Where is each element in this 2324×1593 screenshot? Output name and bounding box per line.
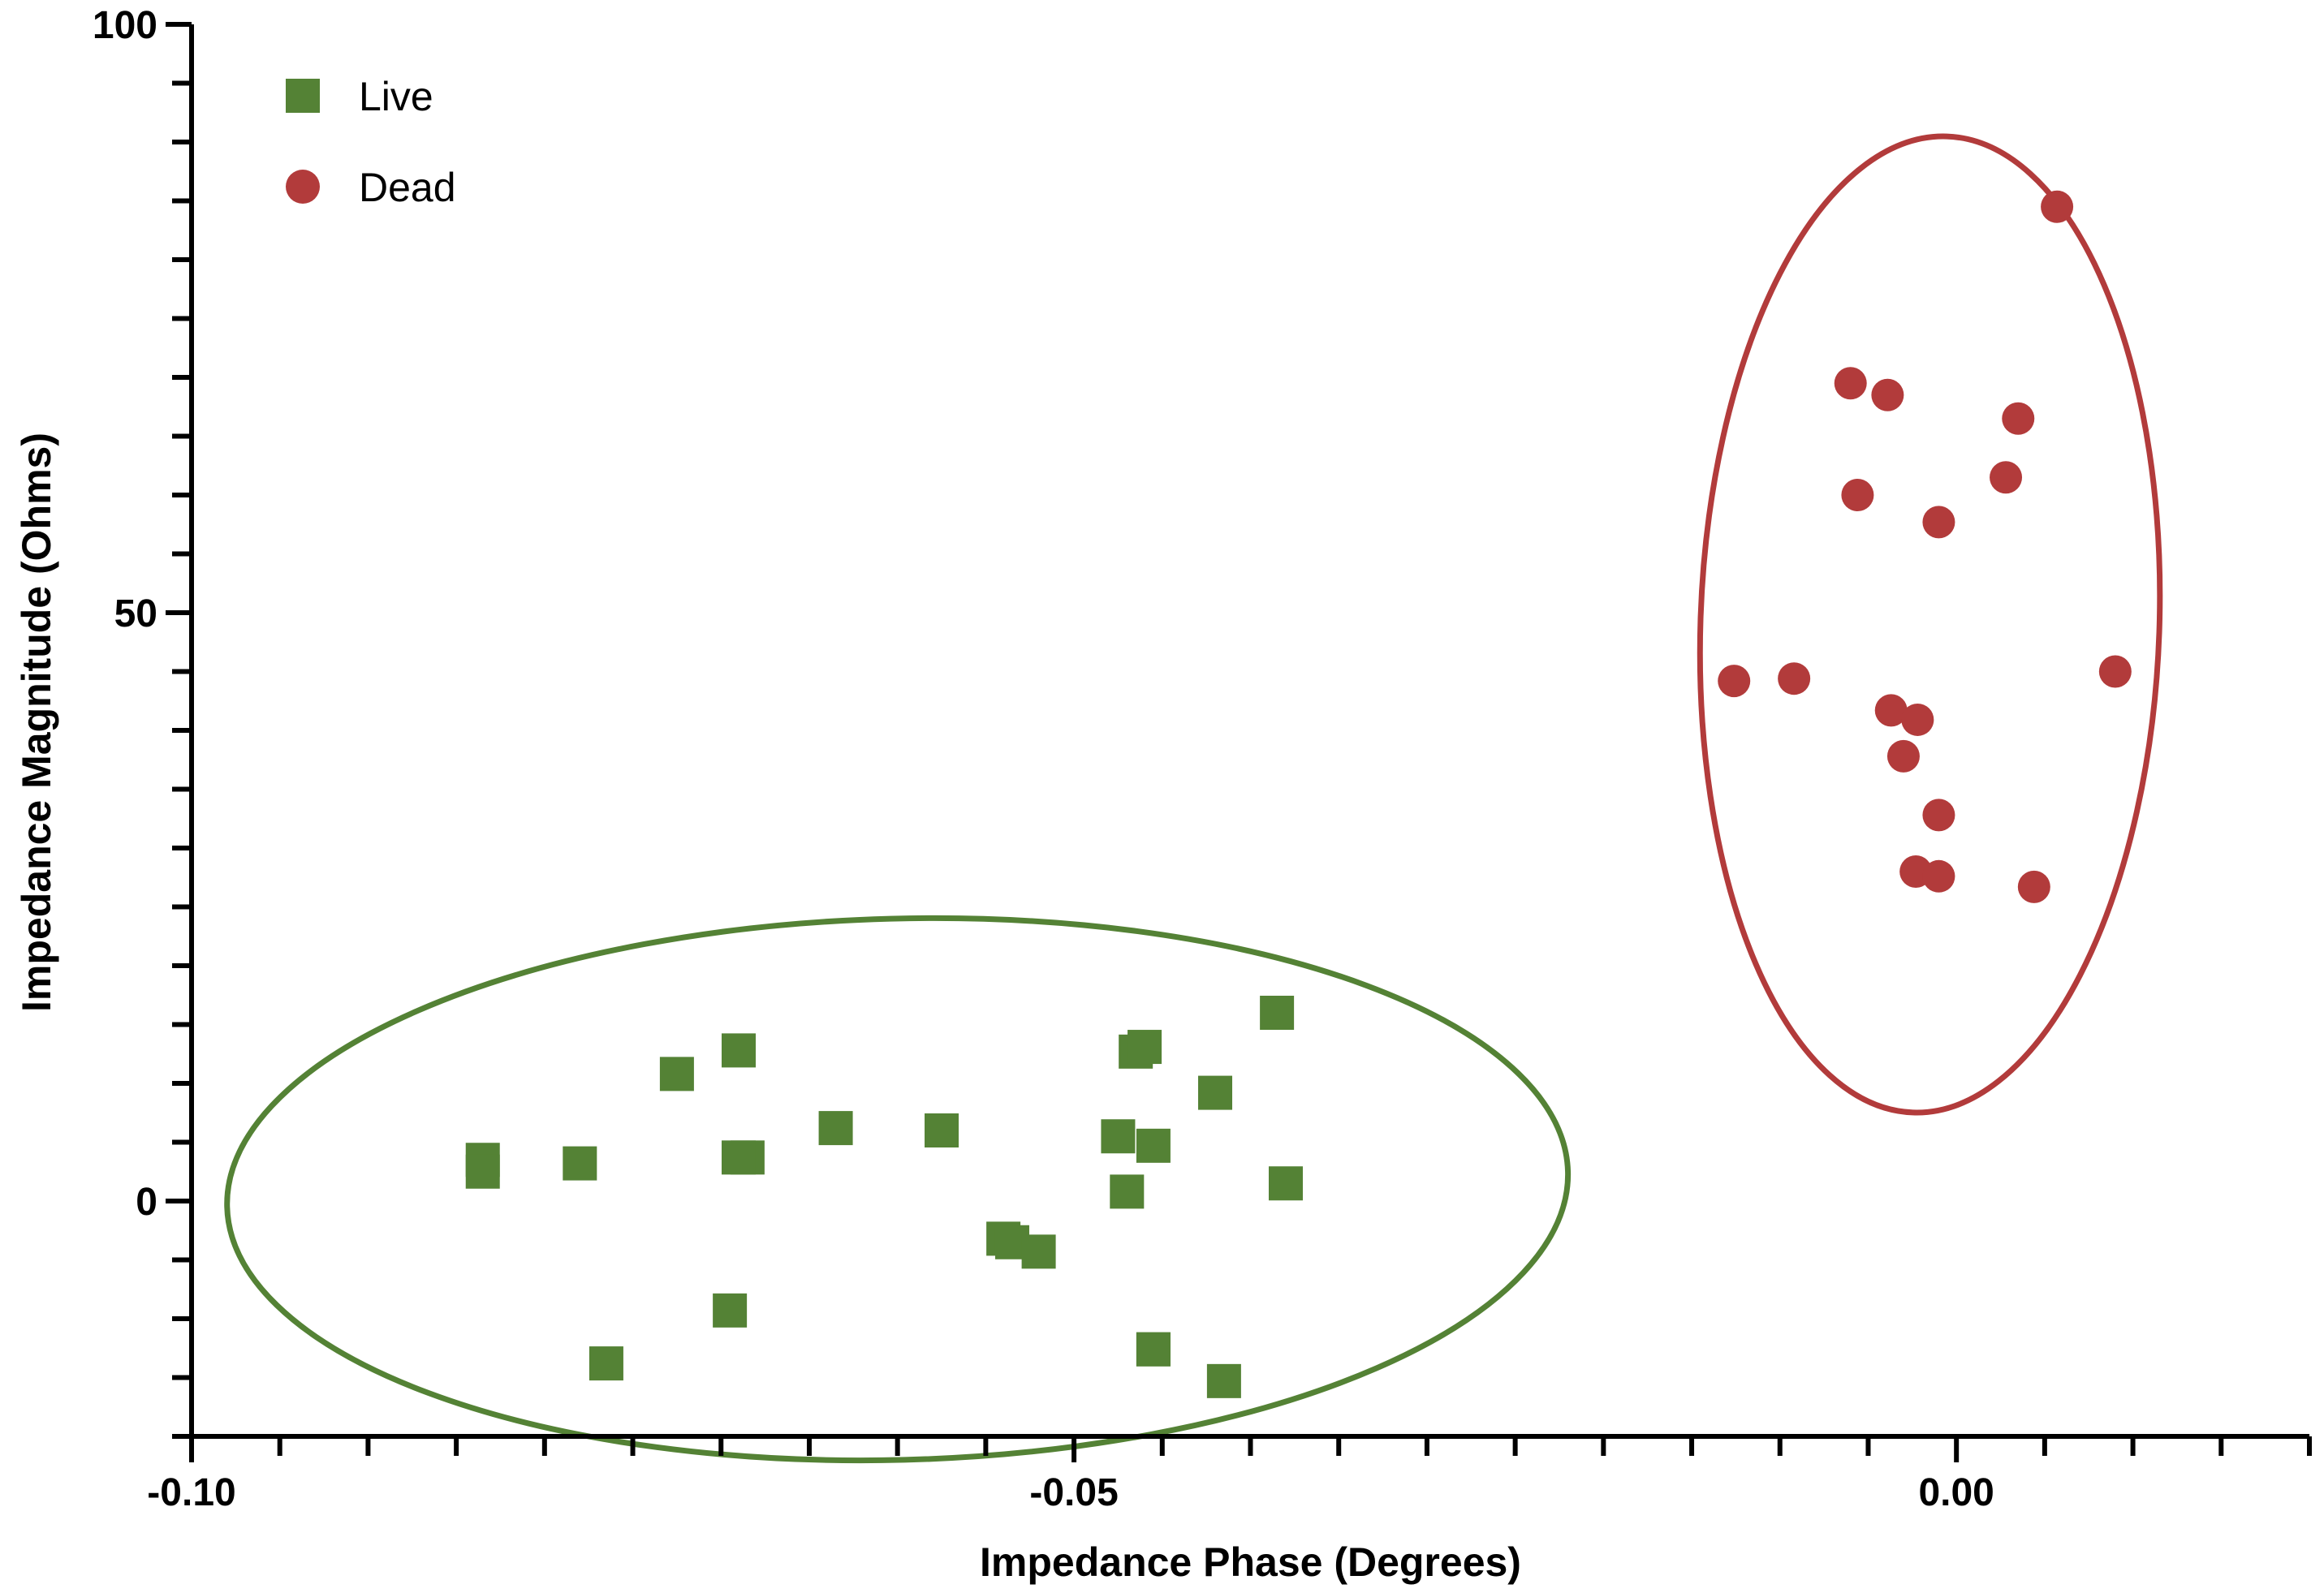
live-point xyxy=(1136,1128,1171,1163)
legend-item-live: Live xyxy=(286,74,433,119)
y-tick-label: 50 xyxy=(114,592,157,635)
x-axis-title: Impedance Phase (Degrees) xyxy=(980,1539,1521,1585)
x-tick-label: -0.05 xyxy=(1029,1471,1118,1514)
live-point xyxy=(721,1140,756,1175)
live-point xyxy=(1110,1174,1145,1209)
dead-point xyxy=(1841,479,1874,511)
legend-label: Live xyxy=(359,74,433,119)
dead-point xyxy=(1871,378,1904,411)
live-point xyxy=(713,1293,748,1328)
live-point xyxy=(925,1113,959,1147)
live-point xyxy=(589,1346,623,1381)
cluster-ellipses xyxy=(224,133,2163,1464)
legend-item-dead: Dead xyxy=(286,165,456,210)
legend-circle-marker xyxy=(286,170,320,204)
x-tick-label: -0.10 xyxy=(147,1471,235,1514)
dead-point xyxy=(1834,367,1867,400)
dead-point xyxy=(1718,665,1751,698)
axes: 0 50 100 -0.10 -0.05 0.00 xyxy=(93,4,2312,1514)
live-point xyxy=(1021,1234,1056,1269)
live-point xyxy=(563,1146,597,1181)
dead-point xyxy=(1778,662,1811,695)
live-point xyxy=(1136,1332,1171,1367)
live-point xyxy=(1260,996,1295,1030)
y-tick-label: 100 xyxy=(93,4,157,47)
cluster-ellipse-1 xyxy=(224,915,1572,1464)
dead-point xyxy=(1901,703,1934,736)
live-point xyxy=(721,1033,756,1068)
dead-point xyxy=(1990,461,2023,494)
legend-label: Dead xyxy=(359,165,456,210)
live-point xyxy=(1206,1363,1241,1398)
y-axis-title: Impedance Magnitude (Ohms) xyxy=(14,433,59,1012)
dead-point xyxy=(2002,402,2035,435)
live-point xyxy=(1268,1166,1303,1201)
dead-point xyxy=(1874,694,1908,727)
x-tick-label: 0.00 xyxy=(1918,1471,1994,1514)
cluster-ellipse-2 xyxy=(1697,133,2163,1116)
series-dead xyxy=(1718,190,2132,903)
dead-point xyxy=(1922,799,1955,832)
legend: Live Dead xyxy=(286,74,456,210)
series-live xyxy=(465,996,1303,1398)
dead-point xyxy=(2098,655,2132,688)
live-point xyxy=(1198,1075,1233,1110)
y-tick-label: 0 xyxy=(136,1181,157,1224)
live-point xyxy=(659,1057,694,1091)
dead-point xyxy=(1922,859,1955,893)
dead-point xyxy=(2041,190,2074,223)
live-point xyxy=(818,1111,853,1146)
dead-point xyxy=(1886,739,1920,773)
live-point xyxy=(1101,1119,1136,1154)
dead-point xyxy=(2017,870,2050,903)
legend-square-marker xyxy=(286,79,320,113)
data-points xyxy=(465,190,2132,1398)
live-point xyxy=(465,1154,500,1189)
live-point xyxy=(1128,1030,1162,1065)
dead-point xyxy=(1922,506,1955,539)
